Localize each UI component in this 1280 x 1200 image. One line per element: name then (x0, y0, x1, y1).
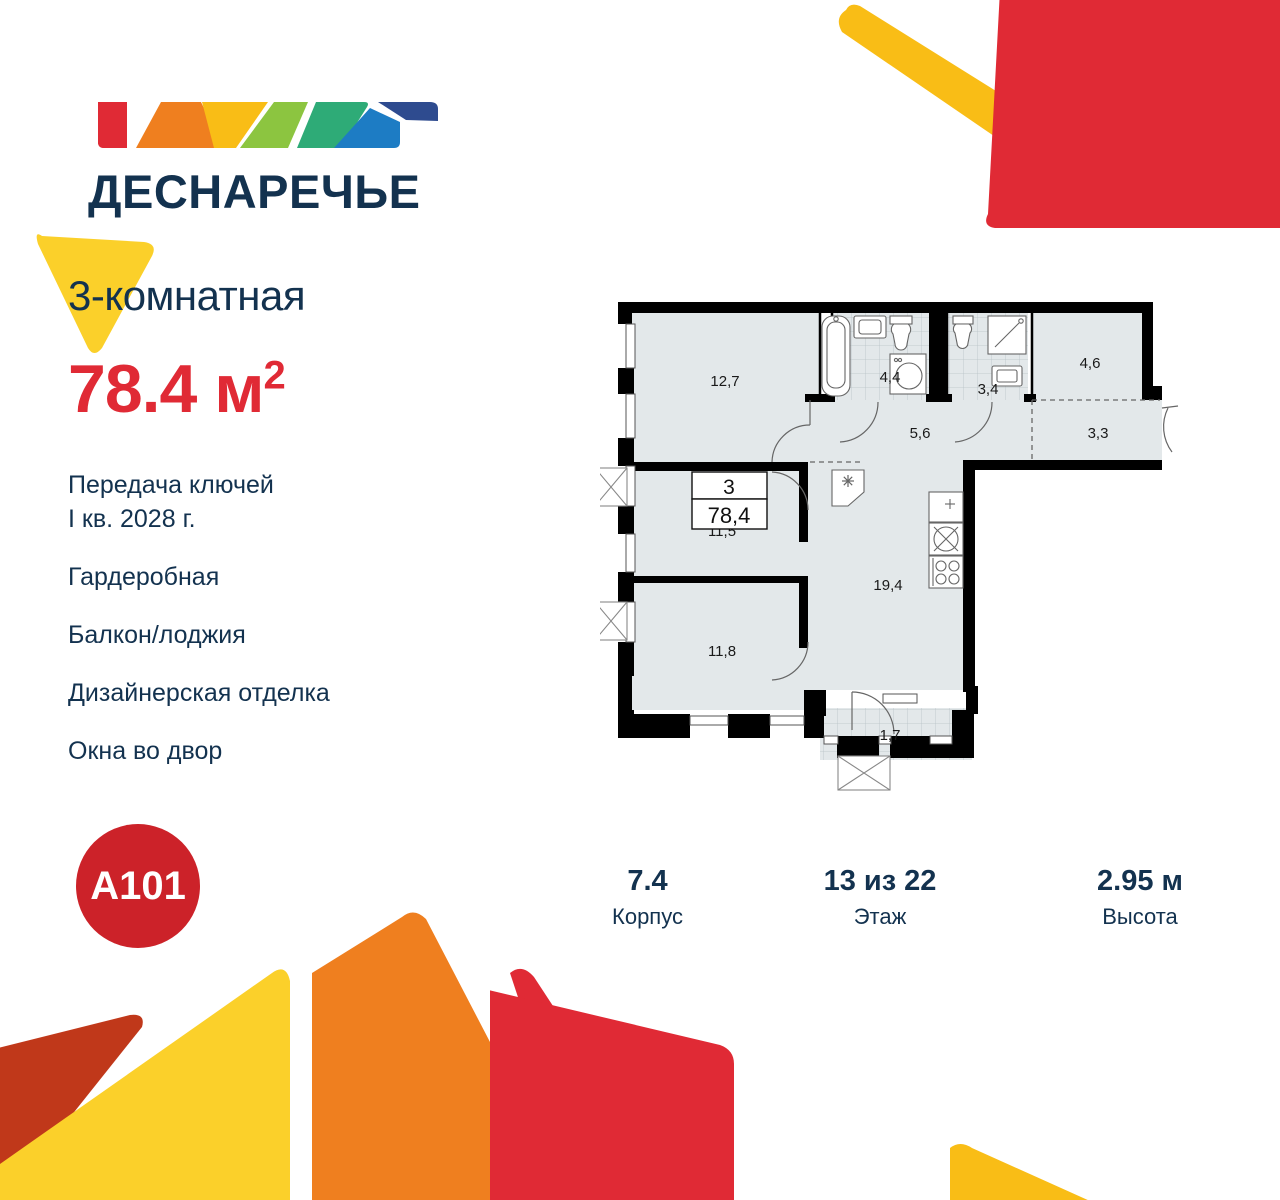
features-list: Передача ключей I кв. 2028 г. Гардеробна… (68, 468, 330, 792)
feature-item: Балкон/лоджия (68, 618, 330, 652)
feature-line-1: Балкон/лоджия (68, 621, 246, 649)
feature-line-1: Передача ключей (68, 471, 274, 499)
info-korpus-label: Корпус (612, 903, 683, 929)
plan-badge-rooms: 3 (723, 476, 735, 499)
feature-line-1: Дизайнерская отделка (68, 679, 330, 707)
info-height-value: 2.95 м (1097, 865, 1183, 897)
area-label-4-6: 4,6 (1080, 355, 1101, 372)
info-height: 2.95 м Высота (1050, 865, 1230, 930)
area-label-19-4: 19,4 (873, 577, 902, 594)
info-korpus: 7.4 Корпус (575, 865, 720, 930)
area-label-11-8: 11,8 (708, 643, 736, 660)
plan-fixtures (821, 315, 1027, 589)
feature-item: Дизайнерская отделка (68, 676, 330, 710)
plan-area-badge: 3 78,4 (691, 471, 768, 530)
area-label-4-4: 4,4 (880, 369, 901, 386)
feature-item: Окна во двор (68, 734, 330, 768)
info-korpus-value: 7.4 (627, 865, 668, 897)
area-label-3-4: 3,4 (978, 381, 999, 398)
area-unit-superscript: 2 (263, 353, 286, 398)
feature-item: Передача ключей I кв. 2028 г. (68, 468, 330, 536)
area-label-3-3: 3,3 (1088, 425, 1109, 442)
info-etazh-label: Этаж (853, 903, 907, 929)
area-label-12-7: 12,7 (710, 373, 739, 390)
desnarechye-logo-mark (98, 102, 438, 148)
plan-walls (618, 302, 1162, 758)
area-label-5-6: 5,6 (910, 425, 931, 442)
feature-item: Гардеробная (68, 560, 330, 594)
plan-dashed-openings (810, 399, 1160, 463)
plan-windows (625, 323, 953, 745)
plan-doors (771, 400, 1179, 735)
plan-ac-units (600, 467, 891, 791)
floor-plan: 12,7 4,4 3,4 4,6 5,6 3,3 11,5 11,8 19,4 … (600, 290, 1180, 810)
plan-area-labels: 12,7 4,4 3,4 4,6 5,6 3,3 11,5 11,8 19,4 … (708, 355, 1108, 744)
area-value: 78.4 м (68, 351, 265, 427)
feature-line-1: Окна во двор (68, 737, 223, 765)
decor-top-right (838, 0, 1280, 228)
decor-bottom-right (490, 990, 1088, 1200)
info-etazh-value: 13 из 22 (823, 865, 937, 897)
info-etazh: 13 из 22 Этаж (790, 865, 970, 930)
area-label-1-7: 1,7 (880, 727, 901, 744)
developer-badge: A101 (76, 824, 200, 948)
area-title: 78.4 м2 (68, 350, 286, 428)
floor-plan-svg: 12,7 4,4 3,4 4,6 5,6 3,3 11,5 11,8 19,4 … (600, 302, 1179, 791)
info-height-label: Высота (1102, 903, 1178, 929)
brand-name: ДЕСНАРЕЧЬЕ (88, 165, 421, 218)
plan-badge-area: 78,4 (708, 503, 751, 528)
feature-line-2: I кв. 2028 г. (68, 505, 196, 533)
rooms-title: 3-комнатная (68, 272, 306, 319)
developer-badge-label: A101 (90, 863, 186, 908)
feature-line-1: Гардеробная (68, 563, 220, 591)
brand-logo: ДЕСНАРЕЧЬЕ (88, 90, 488, 215)
